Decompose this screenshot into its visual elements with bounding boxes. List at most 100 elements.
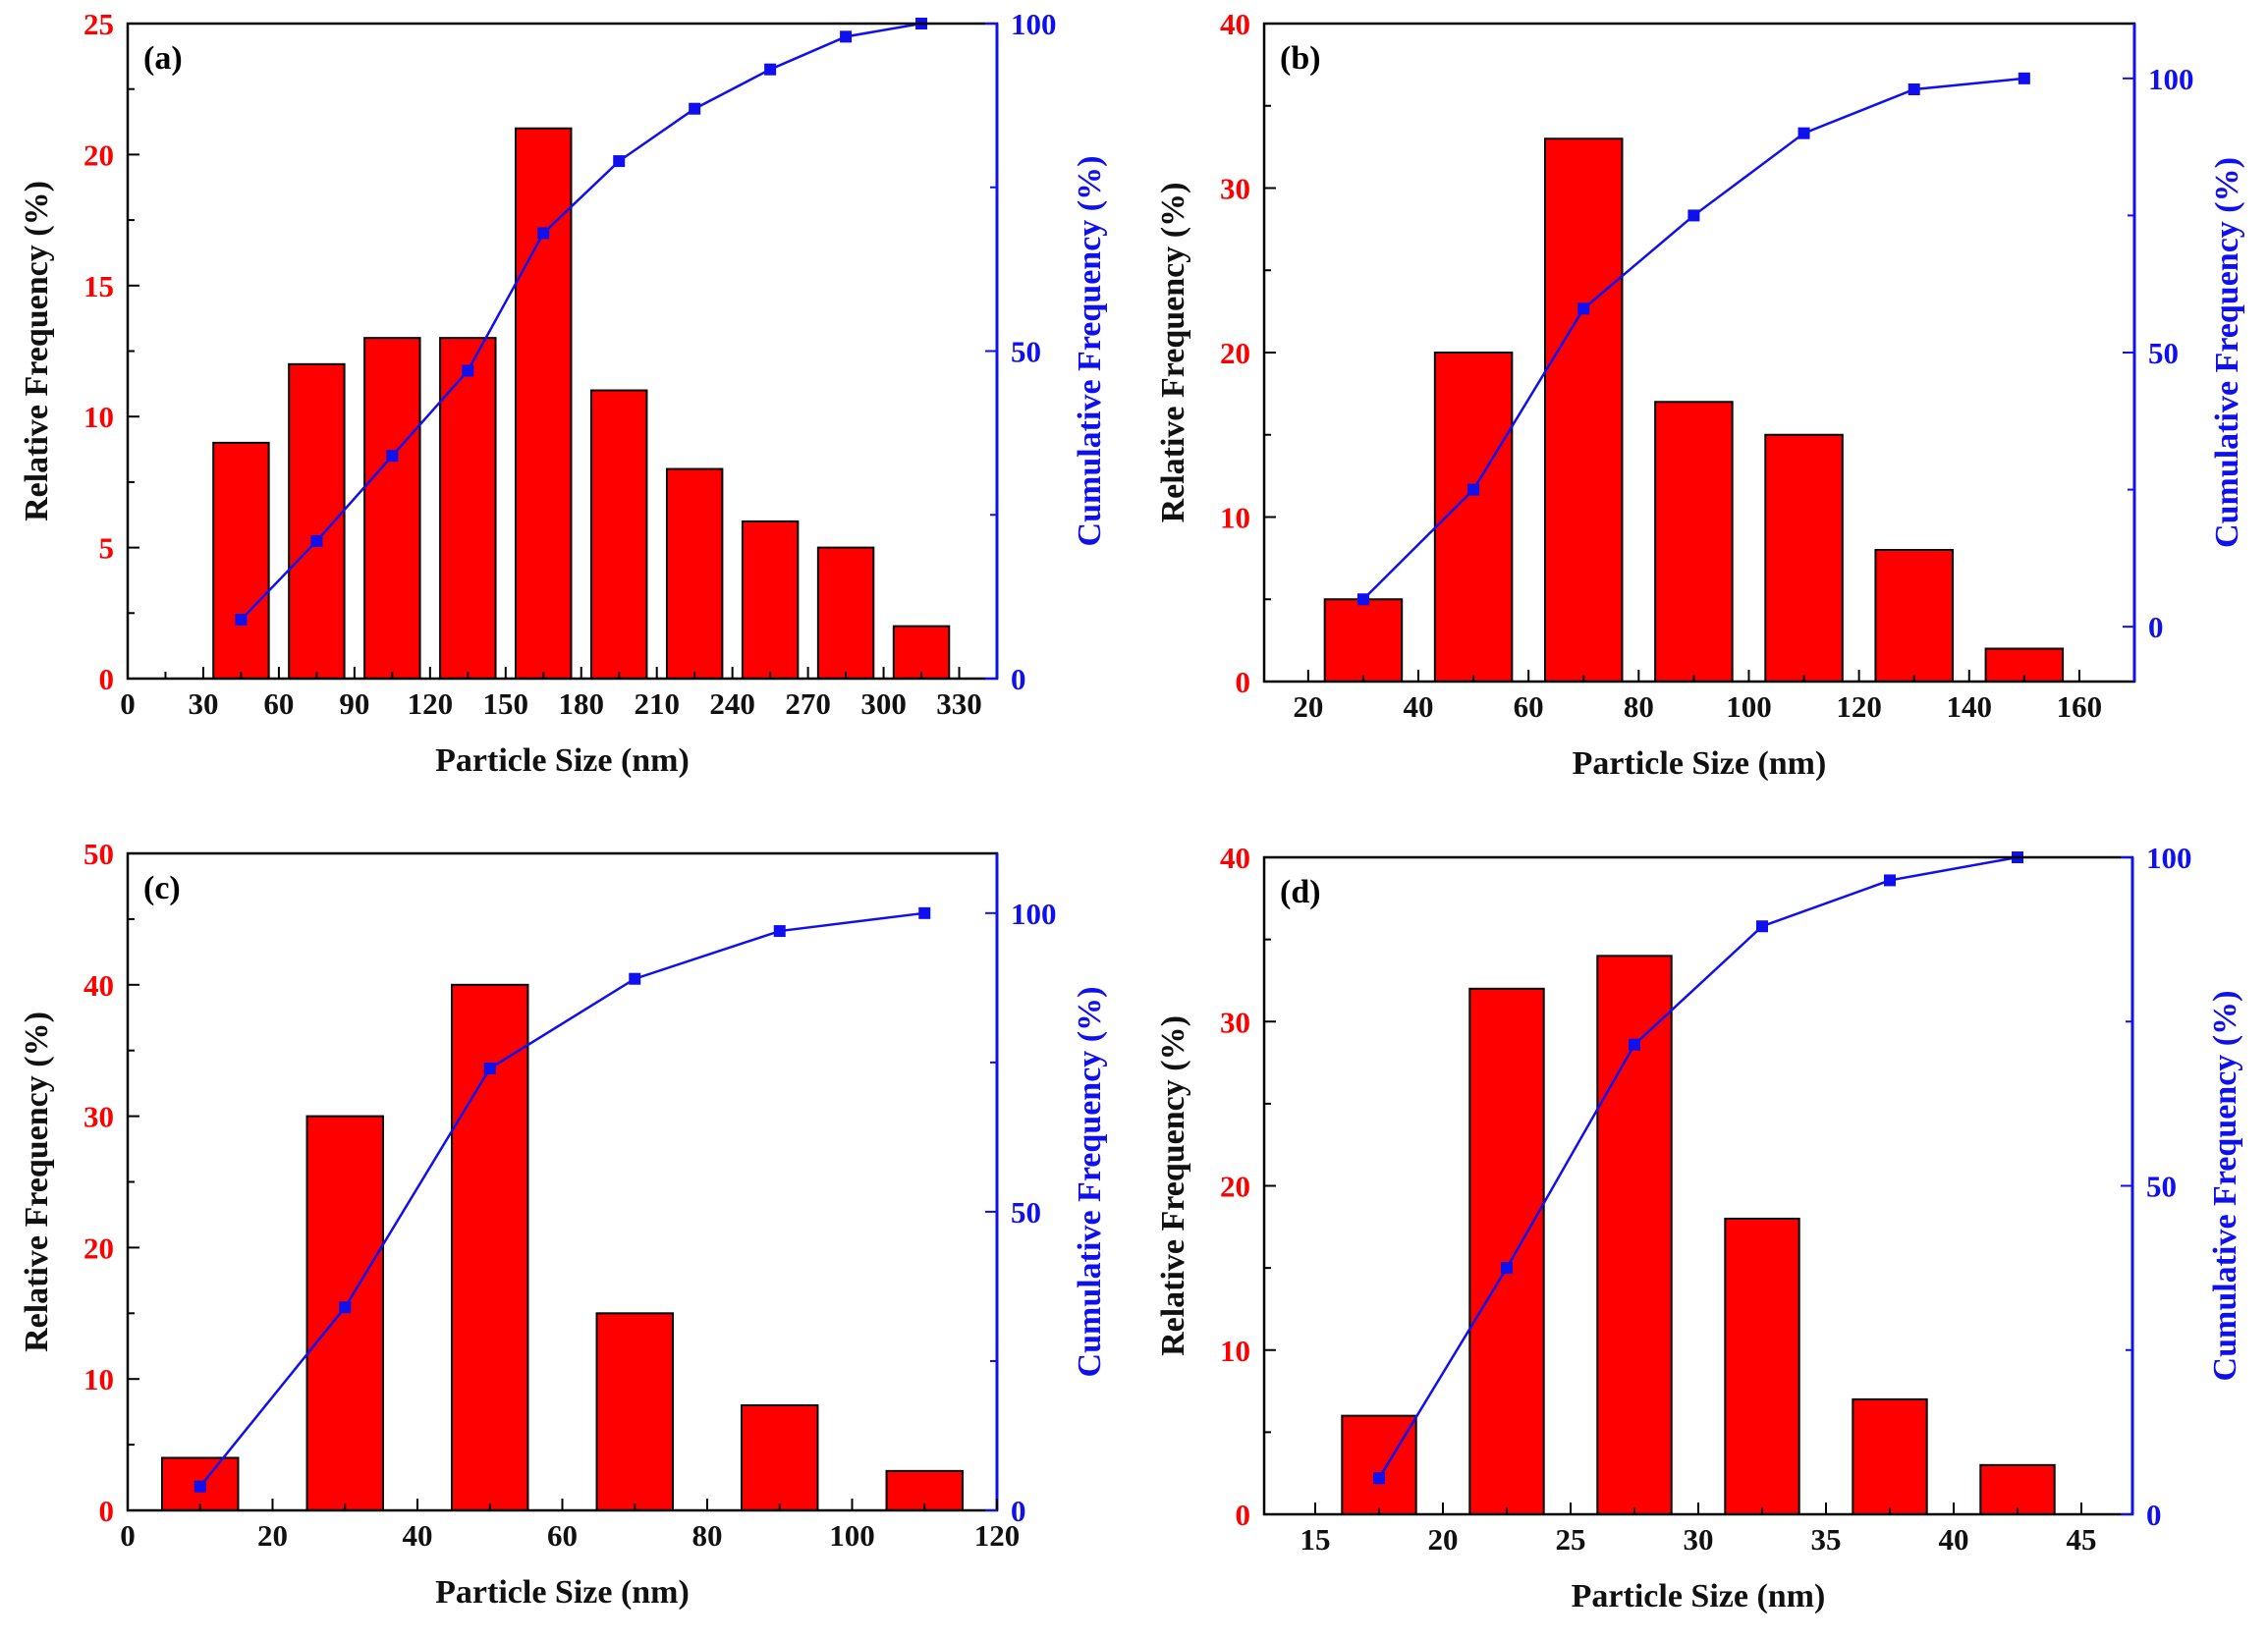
y-tick-label-c-2: 20 [83,1231,114,1265]
y-tick-label-b-0: 0 [1236,665,1251,699]
y-tick-label-a-1: 5 [99,531,115,566]
cumulative-point-c-5 [918,906,931,919]
y-tick-label-a-0: 0 [99,662,115,696]
y2-tick-label-a-0: 0 [1011,662,1026,696]
cumulative-point-a-6 [689,102,701,115]
bar-d-5 [1979,1463,2056,1516]
x-tick-label-b-6: 140 [1947,689,1993,724]
bar-b-4 [1764,433,1844,683]
bar-d-3 [1724,1217,1800,1515]
y2-tick-label-c-2: 100 [1011,897,1057,931]
cumulative-point-a-1 [310,534,323,547]
x-tick-label-a-10: 300 [860,686,907,721]
bar-c-1 [305,1115,384,1511]
bar-a-9 [892,625,951,681]
y2-tick-label-b-2: 100 [2148,62,2194,96]
cumulative-point-d-1 [1501,1262,1513,1275]
bar-a-5 [590,389,648,680]
x-tick-label-d-3: 30 [1684,1522,1714,1557]
y2-tick-label-b-0: 0 [2148,610,2164,644]
bar-b-0 [1323,598,1404,683]
x-tick-label-a-4: 120 [408,686,454,721]
x-tick-label-b-4: 100 [1726,689,1772,724]
x-tick-label-d-4: 35 [1811,1522,1842,1557]
cumulative-line-a [240,22,922,621]
x-tick-label-a-1: 30 [188,686,218,721]
y-tick-label-b-1: 10 [1220,501,1250,535]
bar-b-1 [1433,352,1514,683]
x-tick-label-b-2: 60 [1514,689,1544,724]
x-tick-label-d-6: 45 [2067,1522,2097,1557]
cumulative-line-c [198,911,925,1488]
panel-b: 20 40 60 80 100 120 140 160 0 10 20 30 40 0 50 100 (b) Pa… [1134,0,2268,823]
chart-c-svg: 0 20 40 60 80 100 12001020304050050100(c)Parti… [19,837,1108,1611]
y-tick-label-a-4: 20 [83,137,114,172]
bar-a-4 [515,127,573,681]
y-tick-label-d-1: 10 [1220,1334,1250,1368]
bar-d-4 [1852,1397,1928,1515]
bar-c-3 [595,1312,674,1511]
y-tick-label-a-2: 10 [83,400,114,434]
x-tick-label-a-5: 150 [483,686,529,721]
cumulative-point-d-4 [1884,874,1896,887]
bar-d-0 [1341,1414,1417,1516]
cumulative-point-b-4 [1798,127,1810,139]
cumulative-point-c-1 [339,1301,352,1314]
y-axis-label-c: Relative Frequency (%) [19,1012,55,1352]
x-tick-label-a-2: 60 [263,686,294,721]
bar-a-2 [363,337,421,680]
y-axis-label-b: Relative Frequency (%) [1155,183,1191,523]
x-axis-label-a: Particle Size (nm) [435,742,690,779]
x-tick-label-b-1: 40 [1404,689,1434,724]
y2-tick-label-c-0: 0 [1011,1494,1026,1528]
bar-a-3 [439,337,497,680]
bar-a-8 [816,546,875,680]
x-tick-label-b-7: 160 [2057,689,2103,724]
y-axis-label-d: Relative Frequency (%) [1155,1015,1191,1356]
y-tick-label-c-5: 50 [83,837,114,871]
bar-b-2 [1543,137,1624,683]
x-tick-label-a-0: 0 [120,686,136,721]
cumulative-point-c-0 [194,1480,206,1493]
y-tick-label-b-3: 30 [1220,172,1250,206]
y-tick-label-a-5: 25 [83,7,114,41]
x-tick-label-c-6: 120 [974,1518,1021,1553]
y2-tick-label-a-1: 50 [1011,335,1041,369]
y-tick-label-d-2: 20 [1220,1170,1250,1204]
cumulative-point-a-5 [613,155,626,168]
bar-b-5 [1874,549,1954,683]
panel-label-b: (b) [1280,40,1321,77]
bar-c-4 [741,1403,819,1512]
x-tick-label-a-6: 180 [558,686,604,721]
panel-label-d: (d) [1280,874,1321,910]
panel-d: 15 20 25 30 35 40 45 0 10 20 30 40 0 50 100 (d) Particle… [1134,818,2268,1641]
y-tick-label-a-3: 15 [83,269,114,303]
cumulative-point-a-3 [462,364,474,377]
x-tick-label-b-5: 120 [1836,689,1882,724]
cumulative-point-b-2 [1577,302,1590,315]
chart-a-svg: 0 30 60 90 120 150 180 210 240 270 300 330 0 5 10 15 20 2… [19,7,1108,779]
panel-label-c: (c) [143,870,181,906]
bar-a-0 [212,441,270,680]
x-tick-label-c-1: 20 [257,1518,288,1553]
y2-tick-label-c-1: 50 [1011,1195,1041,1230]
y2-tick-label-d-1: 50 [2146,1170,2177,1204]
cumulative-point-a-2 [386,450,399,463]
y-tick-label-d-0: 0 [1236,1498,1251,1532]
y-tick-label-c-0: 0 [99,1494,115,1528]
x-tick-label-b-0: 20 [1293,689,1323,724]
x-tick-label-c-5: 100 [829,1518,875,1553]
y2-tick-label-b-1: 50 [2148,336,2179,370]
cumulative-point-b-6 [2018,72,2030,84]
cumulative-point-a-8 [840,30,853,43]
cumulative-point-b-5 [1908,83,1920,95]
x-axis-label-d: Particle Size (nm) [1572,1578,1826,1614]
cumulative-point-a-0 [235,613,248,626]
y-tick-label-c-3: 30 [83,1100,114,1134]
y-tick-label-b-4: 40 [1220,7,1250,41]
x-tick-label-a-8: 240 [709,686,755,721]
x-tick-label-a-7: 210 [634,686,680,721]
cumulative-point-c-4 [773,925,786,938]
cumulative-point-d-3 [1756,920,1768,933]
